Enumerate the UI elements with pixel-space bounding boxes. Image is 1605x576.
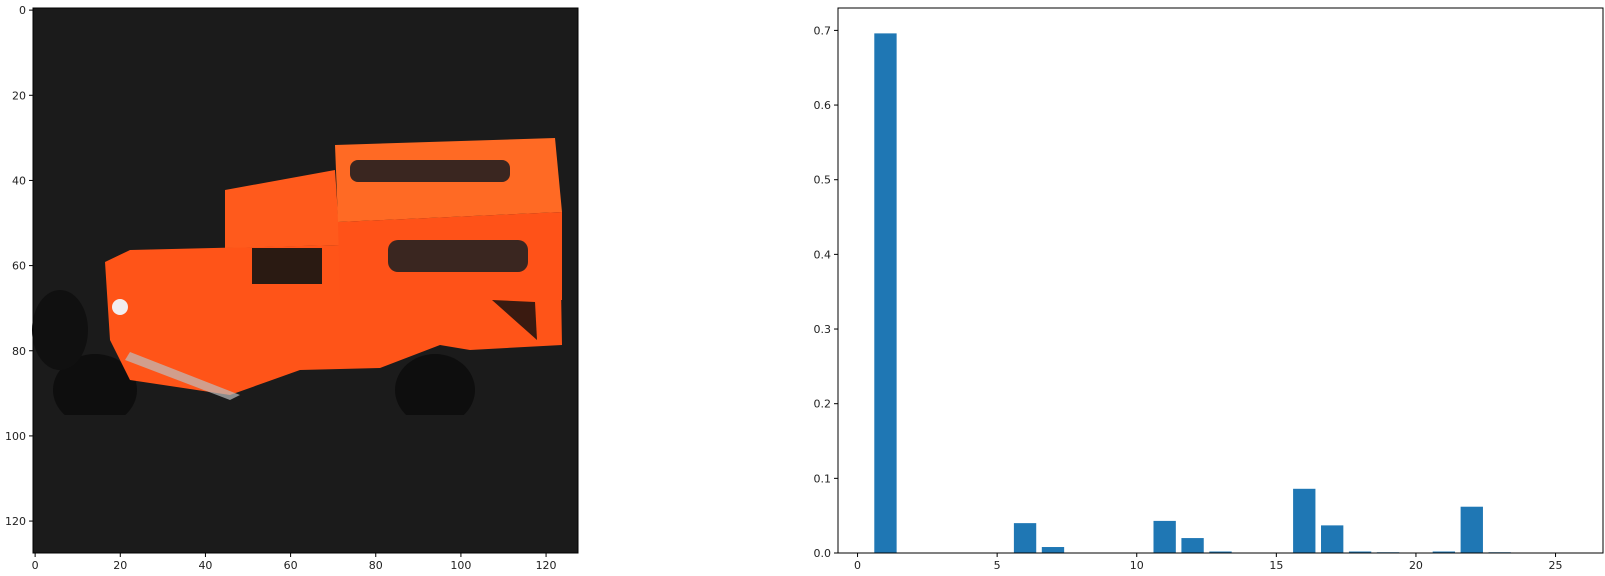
image-x-tick-label: 0 [32,559,39,572]
bar-x-tick-label: 20 [1409,559,1423,572]
front-wheel [53,354,137,426]
image-frame [32,7,579,554]
bar-y-tick-label: 0.7 [814,24,832,37]
truck-cab [225,170,340,248]
cab-window [252,248,322,284]
bar [1181,538,1204,553]
image-x-tick-label: 100 [450,559,471,572]
bar [1153,520,1176,553]
lower-background [33,415,578,553]
bar [1348,551,1372,553]
running-board [125,352,240,400]
image-x-tick-label: 60 [284,559,298,572]
headlight [112,299,128,315]
bar [1041,547,1065,553]
bar-chart-axes: 0 5 10 15 20 25 0.0 0.1 0.2 0.3 0.4 0.5 0.6 0.7 [814,7,1604,572]
image-y-ticks: 0 20 40 60 80 100 120 [5,4,33,528]
truck-illustration [32,138,578,553]
bar-x-tick-label: 25 [1549,559,1563,572]
bar [1432,551,1456,553]
bar-y-tick-label: 0.6 [814,99,832,112]
bar [1013,523,1037,553]
bar-y-tick-label: 0.2 [814,398,832,411]
image-x-tick-label: 120 [536,559,557,572]
bar-y-tick-label: 0.4 [814,248,832,261]
image-axes: 0 20 40 60 80 100 120 0 20 40 60 80 100 120 [5,4,579,572]
bar-y-ticks: 0.0 0.1 0.2 0.3 0.4 0.5 0.6 0.7 [814,24,838,560]
bar [1321,525,1344,553]
bar [1293,488,1316,553]
image-y-tick-label: 120 [5,515,26,528]
bar [1209,551,1232,553]
image-x-ticks: 0 20 40 60 80 100 120 [32,553,557,572]
front-fender [32,290,88,370]
bar-y-tick-label: 0.0 [814,547,832,560]
image-y-tick-label: 0 [19,4,26,17]
image-y-tick-label: 40 [12,174,26,187]
image-x-tick-label: 40 [198,559,212,572]
bar-y-tick-label: 0.5 [814,174,832,187]
box-label-top [350,160,510,182]
bar [874,33,897,554]
image-x-tick-label: 80 [369,559,383,572]
bar-chart-frame [837,7,1604,554]
rear-wheel [395,354,475,426]
bar-y-tick-label: 0.1 [814,472,832,485]
bars [874,33,1511,554]
image-y-tick-label: 100 [5,430,26,443]
bar-y-tick-label: 0.3 [814,323,832,336]
image-y-tick-label: 60 [12,260,26,273]
bar-x-tick-label: 0 [854,559,861,572]
image-y-tick-label: 20 [12,89,26,102]
bar-x-tick-label: 15 [1269,559,1283,572]
image-x-tick-label: 20 [113,559,127,572]
bar [1460,506,1483,553]
bar-x-tick-label: 10 [1130,559,1144,572]
box-label-side [388,240,528,272]
bar-x-tick-label: 5 [994,559,1001,572]
image-y-tick-label: 80 [12,345,26,358]
rear-window [492,300,537,340]
bar-x-ticks: 0 5 10 15 20 25 [854,553,1563,572]
